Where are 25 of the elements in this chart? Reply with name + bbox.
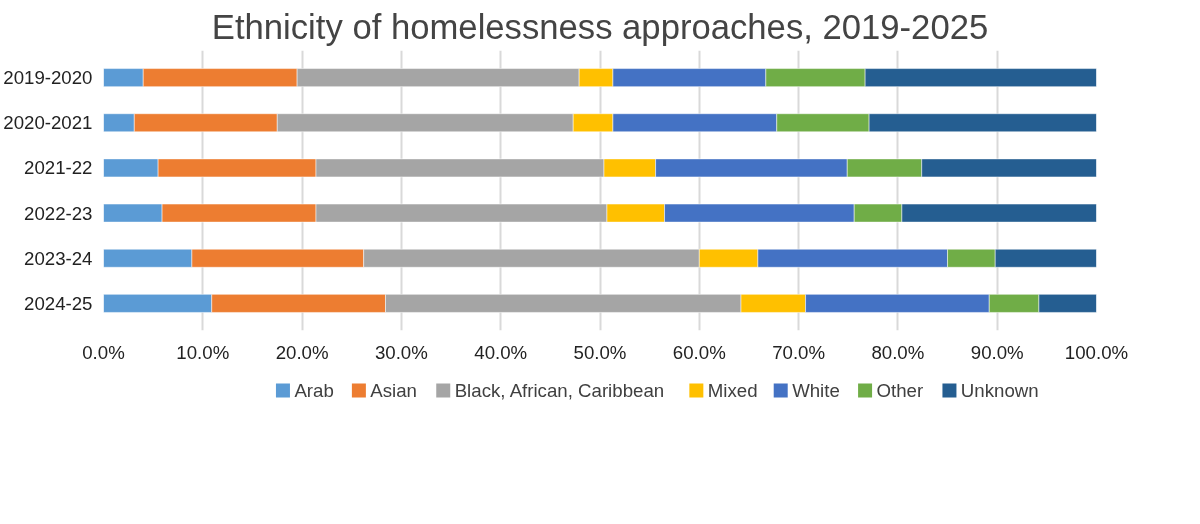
legend-label: Mixed (707, 380, 758, 401)
legend-label: Unknown (960, 380, 1039, 401)
x-tick-label: 70.0% (772, 341, 826, 363)
y-tick-label: 2022-23 (24, 202, 93, 224)
x-tick-label: 0.0% (82, 341, 125, 363)
legend-label: Asian (370, 380, 417, 401)
x-tick-label: 100.0% (1064, 341, 1129, 363)
x-tick-label: 40.0% (474, 341, 528, 363)
x-tick-label: 80.0% (871, 341, 925, 363)
y-tick-label: 2024-25 (24, 292, 93, 314)
x-tick-label: 60.0% (672, 341, 726, 363)
x-tick-label: 30.0% (374, 341, 428, 363)
legend-label: White (792, 380, 840, 401)
x-tick-label: 20.0% (275, 341, 329, 363)
y-tick-label: 2023-24 (24, 247, 93, 269)
legend-label: Other (876, 380, 924, 401)
y-tick-label: 2020-2021 (3, 112, 93, 134)
x-tick-label: 50.0% (573, 341, 627, 363)
chart-title: Ethnicity of homelessness approaches, 2019-2025 (211, 7, 989, 46)
x-tick-label: 10.0% (176, 341, 230, 363)
y-tick-label: 2019-2020 (3, 67, 93, 89)
legend-label: Black, African, Caribbean (454, 380, 665, 401)
legend-label: Arab (294, 380, 334, 401)
x-tick-label: 90.0% (970, 341, 1024, 363)
y-tick-label: 2021-22 (24, 157, 93, 179)
